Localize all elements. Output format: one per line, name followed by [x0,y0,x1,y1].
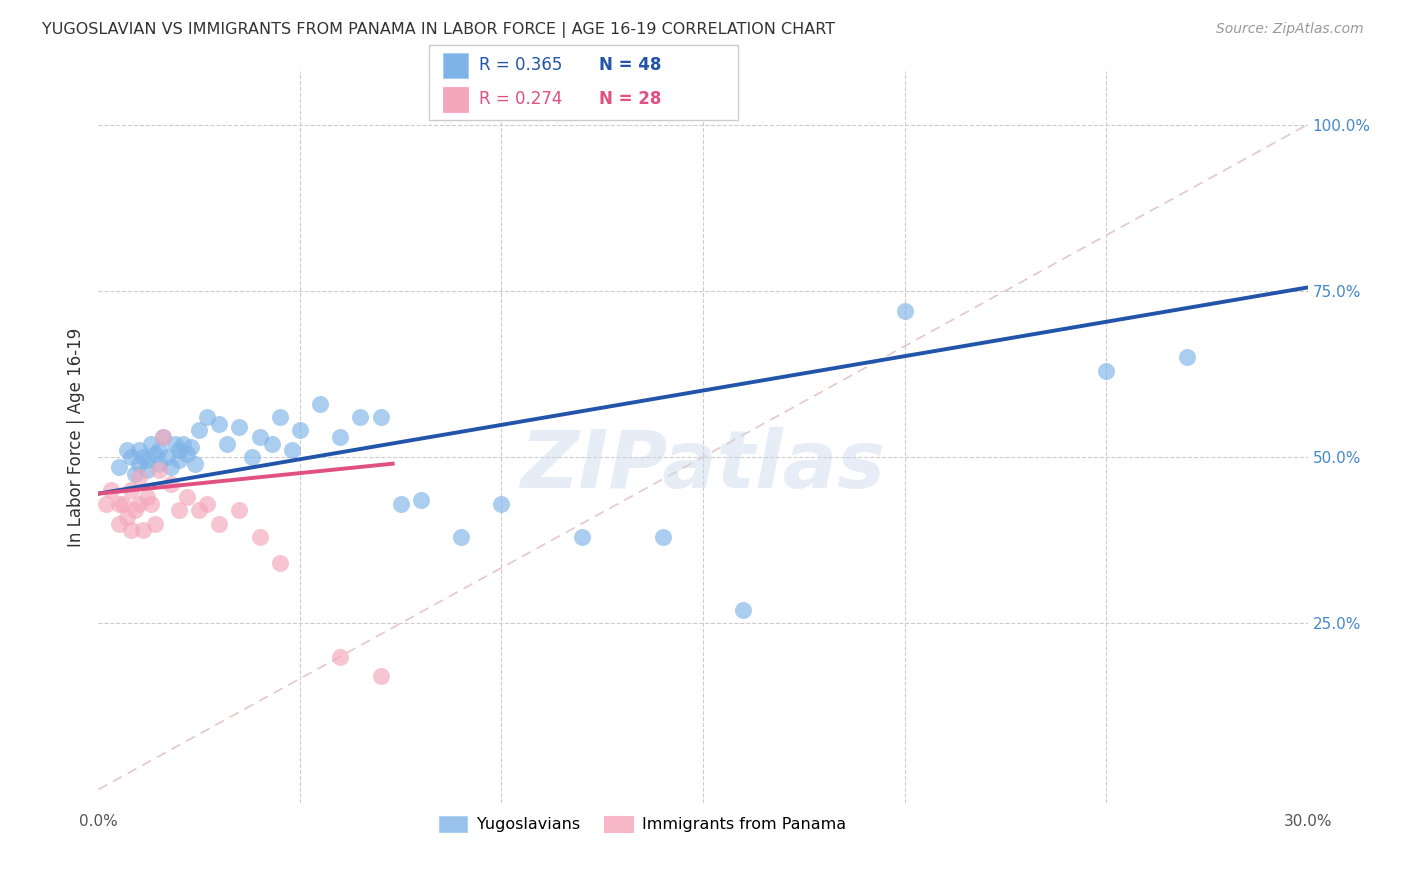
Point [148,443,170,458]
Point [143,516,166,531]
Point [160,460,183,475]
Point [389,497,412,511]
Point [172,436,194,450]
Point [651,530,673,544]
Text: N = 28: N = 28 [599,90,661,108]
Point [240,450,263,464]
Point [208,417,231,431]
Point [135,490,157,504]
Point [139,497,162,511]
Point [132,523,155,537]
Point [107,497,129,511]
Point [120,450,142,464]
Point [188,503,211,517]
Point [269,557,291,571]
Point [128,470,150,484]
Point [329,649,352,664]
Text: R = 0.365: R = 0.365 [479,56,562,74]
Point [148,457,170,471]
Point [107,516,129,531]
Point [100,483,122,498]
Text: ZIPatlas: ZIPatlas [520,427,886,506]
Text: YUGOSLAVIAN VS IMMIGRANTS FROM PANAMA IN LABOR FORCE | AGE 16-19 CORRELATION CHA: YUGOSLAVIAN VS IMMIGRANTS FROM PANAMA IN… [42,22,835,38]
Point [139,436,162,450]
Point [409,493,432,508]
Point [217,436,239,450]
Legend: Yugoslavians, Immigrants from Panama: Yugoslavians, Immigrants from Panama [432,809,853,838]
Text: Source: ZipAtlas.com: Source: ZipAtlas.com [1216,22,1364,37]
Point [135,463,157,477]
Point [176,447,198,461]
Point [184,457,207,471]
Point [733,603,755,617]
Point [160,476,183,491]
Point [349,410,371,425]
Point [1095,363,1118,377]
Text: N = 48: N = 48 [599,56,661,74]
Point [115,509,138,524]
Point [269,410,291,425]
Point [188,424,211,438]
Point [228,503,250,517]
Point [124,467,146,481]
Point [491,497,513,511]
Point [96,497,118,511]
Point [260,436,283,450]
Point [132,450,155,464]
Point [249,430,271,444]
Point [208,516,231,531]
Point [176,490,198,504]
Point [148,463,170,477]
Y-axis label: In Labor Force | Age 16-19: In Labor Force | Age 16-19 [66,327,84,547]
Point [571,530,593,544]
Text: R = 0.274: R = 0.274 [479,90,562,108]
Point [128,457,150,471]
Point [370,669,392,683]
Point [195,410,218,425]
Point [195,497,218,511]
Point [167,453,190,467]
Point [107,460,129,475]
Point [167,443,190,458]
Point [156,450,179,464]
Point [120,483,142,498]
Point [152,430,174,444]
Point [111,497,134,511]
Point [167,503,190,517]
Point [120,523,142,537]
Point [128,443,150,458]
Point [228,420,250,434]
Point [893,303,915,318]
Point [450,530,472,544]
Point [309,397,332,411]
Point [288,424,311,438]
Point [128,497,150,511]
Point [135,453,157,467]
Point [1175,351,1198,365]
Point [281,443,304,458]
Point [152,430,174,444]
Point [163,436,186,450]
Point [249,530,271,544]
Point [143,447,166,461]
Point [115,443,138,458]
Point [124,503,146,517]
Point [180,440,202,454]
Point [370,410,392,425]
Point [329,430,352,444]
